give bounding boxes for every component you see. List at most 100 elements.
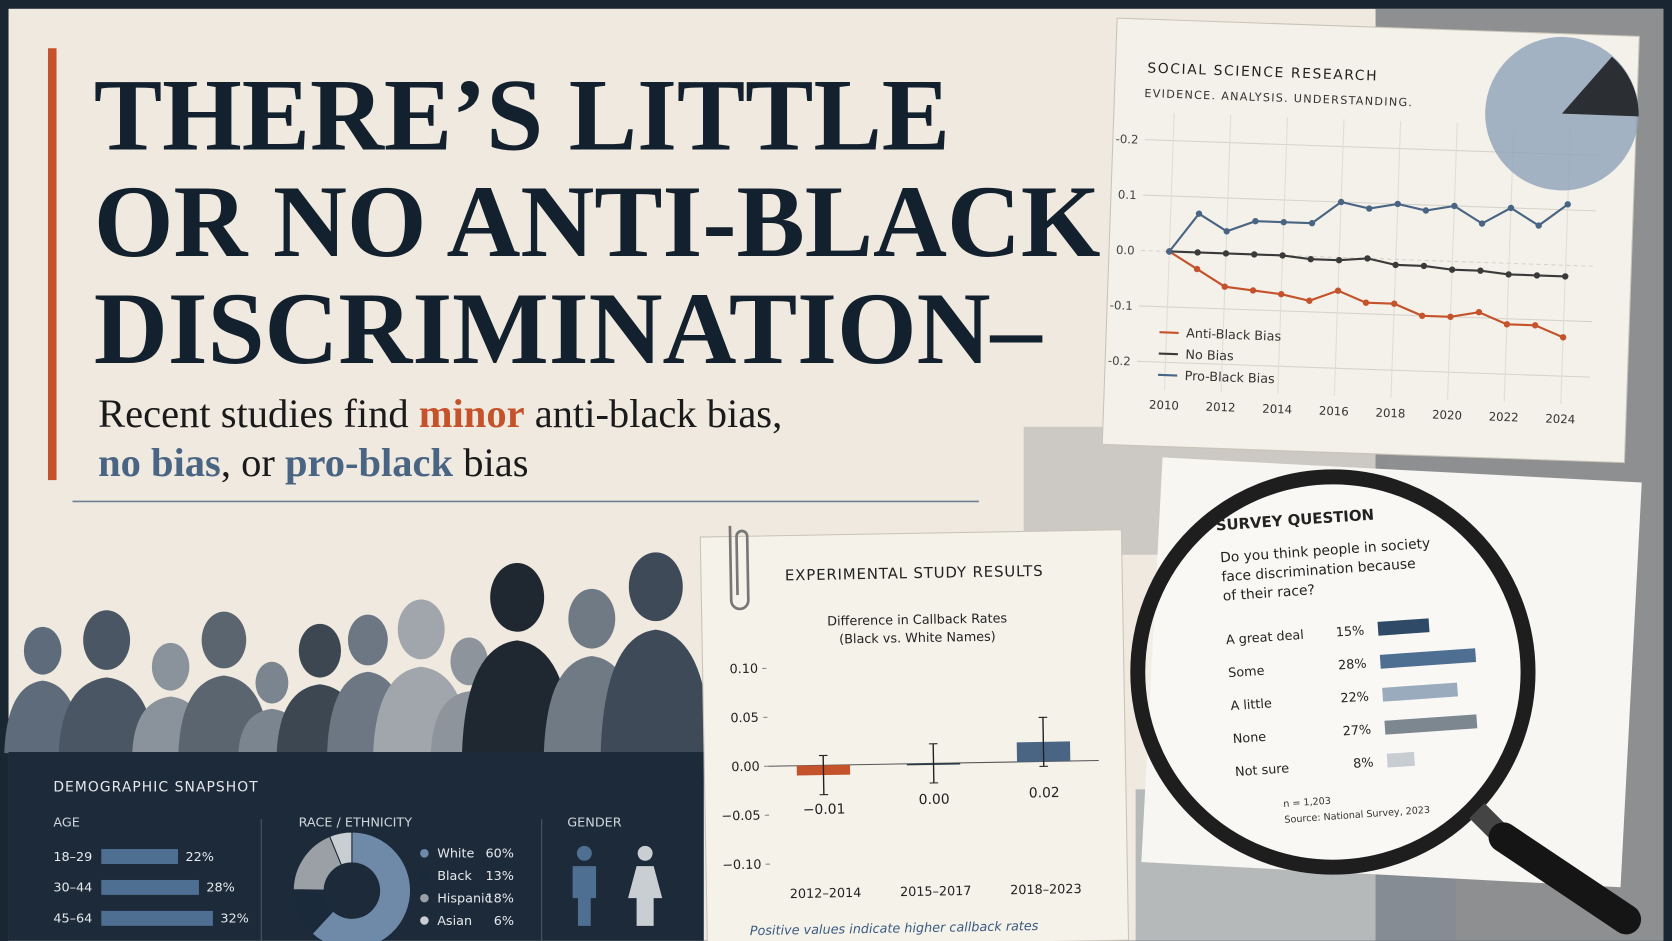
error-bar	[822, 755, 825, 795]
x-tick-label: 2022	[1489, 410, 1519, 425]
head	[568, 588, 616, 649]
section-title: GENDER	[567, 816, 621, 831]
subtitle: Recent studies find minor anti-black bia…	[98, 391, 782, 436]
point	[1249, 287, 1257, 294]
survey-paper	[1130, 457, 1642, 935]
y-tick-label: 0.10	[729, 662, 758, 677]
head	[397, 599, 445, 660]
y-tick-label: -0.2	[1115, 132, 1138, 147]
chart-subtitle: Difference in Callback Rates	[827, 611, 1008, 629]
point	[1507, 204, 1515, 212]
head	[23, 626, 62, 675]
y-tick-label: −0.05	[721, 809, 760, 825]
legend-dot	[420, 893, 429, 903]
legend-swatch	[1157, 373, 1178, 377]
value-label: −0.01	[803, 801, 846, 818]
chart-subtitle: (Black vs. White Names)	[839, 630, 996, 648]
head	[347, 614, 388, 666]
row-label: 45–64	[53, 912, 92, 927]
silhouettes	[4, 552, 711, 754]
bar	[101, 849, 179, 864]
x-tick-label: 2012	[1205, 400, 1235, 415]
point	[1195, 210, 1203, 217]
point	[1221, 283, 1228, 290]
legend-value: 18%	[486, 891, 514, 906]
x-tick-label: 2015–2017	[900, 884, 972, 900]
point	[1562, 273, 1569, 280]
head	[83, 610, 131, 670]
point	[1251, 251, 1258, 258]
grid-line	[1137, 360, 1591, 378]
value-label: 28%	[206, 881, 234, 896]
value-label: 32%	[220, 912, 248, 927]
y-tick-label: 0.05	[730, 711, 759, 726]
point	[1503, 321, 1511, 328]
row-label: A great deal	[1225, 628, 1304, 648]
bar	[1386, 751, 1415, 768]
donut-slice	[328, 831, 353, 866]
row-label: 18–29	[53, 850, 92, 865]
head	[255, 661, 289, 704]
head	[151, 642, 190, 691]
point	[1535, 222, 1542, 229]
experiment-paper: EXPERIMENTAL STUDY RESULTS Difference in …	[699, 525, 1130, 941]
y-tick-label: -0.2	[1108, 354, 1131, 369]
donut-slice	[311, 831, 411, 941]
point	[1306, 297, 1313, 304]
point	[1420, 262, 1428, 270]
y-tick-label: 0.0	[1116, 243, 1135, 258]
value-label: 22%	[185, 850, 213, 865]
male-icon-head	[576, 845, 592, 861]
point	[1334, 287, 1342, 294]
point	[1252, 217, 1259, 225]
head	[201, 611, 247, 669]
value-label: 15%	[1335, 624, 1364, 641]
value-label: 27%	[1342, 723, 1371, 740]
row-label: Some	[1228, 664, 1265, 682]
note: Positive values indicate higher callback…	[750, 919, 1039, 939]
point	[1475, 309, 1483, 316]
y-tick-label: -0.1	[1110, 298, 1133, 313]
point	[1364, 255, 1371, 262]
x-tick-label: 2010	[1149, 398, 1179, 413]
head	[298, 623, 342, 678]
point	[1448, 266, 1456, 273]
subtitle-part: minor	[419, 391, 525, 436]
subtitle-part: pro-black	[285, 440, 454, 485]
legend-dot	[420, 849, 429, 858]
legend-label: White	[437, 847, 474, 862]
title-line: OR NO ANTI-BLACK	[94, 166, 1101, 279]
shoulders	[600, 629, 711, 754]
subtitle-part: , or	[221, 440, 285, 485]
legend-label: Black	[437, 869, 472, 884]
point	[1308, 219, 1316, 227]
paper	[1141, 457, 1642, 888]
paper	[699, 529, 1130, 941]
female-icon-head	[637, 845, 653, 861]
point	[1394, 200, 1401, 208]
legend-value: 13%	[486, 869, 514, 884]
bar	[101, 879, 199, 895]
accent-bar	[47, 48, 57, 481]
magnifier-handle	[1488, 822, 1642, 935]
grid-line	[1447, 122, 1458, 400]
x-tick-label: 2024	[1545, 412, 1575, 427]
x-tick-label: 2018–2023	[1010, 882, 1082, 898]
point	[1451, 202, 1458, 210]
value-label: 0.02	[1029, 785, 1060, 802]
x-tick-label: 2018	[1375, 406, 1405, 421]
point	[1422, 207, 1430, 214]
legend-value: 60%	[486, 847, 514, 862]
shoulders	[58, 677, 155, 754]
row-label: None	[1232, 730, 1266, 747]
point	[1166, 248, 1173, 255]
point	[1564, 201, 1571, 208]
point	[1366, 205, 1373, 212]
head	[628, 552, 683, 622]
legend-dot	[420, 871, 429, 880]
point	[1533, 272, 1541, 279]
subtitle-part: no bias	[98, 440, 221, 485]
